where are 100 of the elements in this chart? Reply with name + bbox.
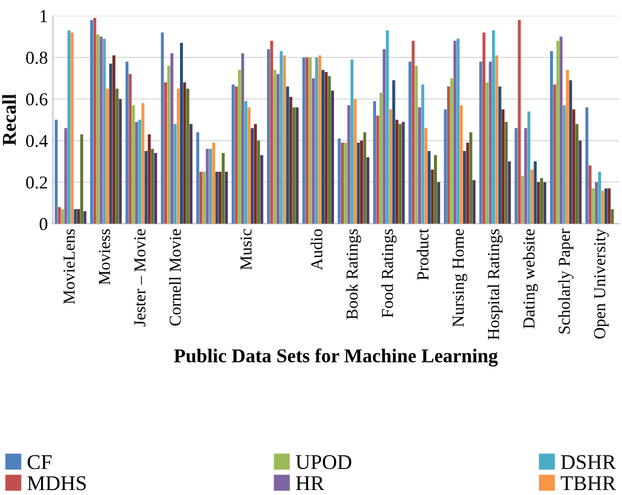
bar	[61, 209, 64, 224]
bar	[604, 188, 608, 224]
bar	[408, 62, 412, 224]
y-tick-label: 0.6	[26, 93, 48, 106]
bar	[273, 70, 276, 224]
bar	[322, 70, 324, 224]
bar	[418, 107, 422, 224]
bar	[74, 209, 77, 224]
x-axis-title: Public Data Sets for Machine Learning	[174, 348, 498, 366]
bar	[434, 155, 437, 224]
bar	[536, 182, 540, 224]
bar	[331, 90, 334, 224]
bar	[328, 76, 331, 224]
bar	[373, 101, 376, 224]
bar	[514, 128, 518, 224]
bar	[527, 111, 530, 224]
y-axis-title: Recall	[2, 94, 16, 146]
bar	[382, 49, 386, 224]
bar	[594, 182, 598, 224]
bar	[215, 172, 218, 224]
bar	[560, 36, 563, 224]
bar	[521, 176, 524, 224]
bar	[106, 88, 109, 224]
bar	[154, 153, 158, 224]
bar	[354, 99, 357, 224]
bar	[199, 172, 202, 224]
bar	[135, 122, 138, 224]
x-tick-label: Jester – Movie	[134, 229, 146, 326]
bar	[58, 207, 61, 224]
bar	[270, 40, 274, 224]
y-tick-label: 0.8	[26, 52, 48, 64]
x-tick-label: Audio	[310, 229, 322, 270]
y-tick-label: 0.4	[26, 134, 48, 148]
bar	[437, 182, 440, 224]
bar	[540, 178, 544, 224]
bar	[150, 148, 154, 224]
bar	[576, 124, 578, 224]
bar	[486, 82, 489, 224]
bar	[296, 107, 299, 224]
bar	[116, 88, 119, 224]
legend-label: HR	[296, 476, 324, 490]
bar	[350, 60, 354, 224]
bar	[344, 142, 348, 224]
legend-label: DSHR	[561, 455, 616, 470]
bar	[386, 30, 389, 224]
legend-label: MDHS	[27, 476, 86, 490]
bar	[412, 40, 415, 224]
bar	[518, 20, 521, 224]
bar	[222, 153, 225, 224]
bar	[376, 116, 380, 224]
bar	[340, 142, 344, 224]
bar	[218, 172, 222, 224]
bar	[190, 124, 192, 224]
bar	[286, 86, 290, 224]
bar	[306, 57, 309, 224]
bar	[366, 157, 370, 224]
bar	[463, 150, 466, 224]
bar	[389, 109, 392, 224]
bar	[126, 62, 128, 224]
bar	[186, 88, 190, 224]
y-tick-label: 0.2	[26, 176, 48, 189]
bar	[212, 142, 216, 224]
x-tick-label: Hospital Ratings	[487, 229, 503, 340]
x-tick-label: Dating website	[522, 229, 538, 329]
bar	[68, 30, 70, 224]
bar	[524, 128, 528, 224]
legend-label: TBHR	[560, 476, 616, 490]
x-tick-label: Music	[240, 229, 252, 270]
x-tick-label: Open University	[594, 228, 609, 339]
bar	[453, 40, 456, 224]
bar	[492, 30, 495, 224]
bar	[601, 190, 604, 224]
bar	[96, 34, 100, 224]
bar	[363, 132, 366, 224]
x-tick-label: Nursing Home	[452, 229, 468, 327]
bar	[132, 105, 135, 224]
bar	[248, 107, 250, 224]
bar	[324, 72, 328, 224]
bar	[302, 57, 306, 224]
bar	[472, 180, 476, 224]
bar	[170, 53, 174, 224]
bar	[556, 40, 560, 224]
y-tick-label: 1	[40, 10, 47, 22]
bar	[488, 62, 492, 224]
bar	[224, 172, 228, 224]
x-tick-label: Book Ratings	[346, 229, 362, 320]
x-tick-label: Scholarly Paper	[558, 228, 574, 334]
legend-label: UPOD	[296, 455, 352, 470]
bar	[356, 142, 360, 224]
bar	[209, 148, 212, 224]
bar	[424, 128, 428, 224]
bar	[83, 211, 86, 224]
bar	[495, 55, 498, 224]
bar	[109, 64, 112, 224]
bar	[93, 18, 96, 224]
bar	[456, 38, 460, 224]
bar	[347, 105, 350, 224]
bar	[160, 32, 164, 224]
bar	[553, 84, 556, 224]
bar	[414, 66, 418, 224]
